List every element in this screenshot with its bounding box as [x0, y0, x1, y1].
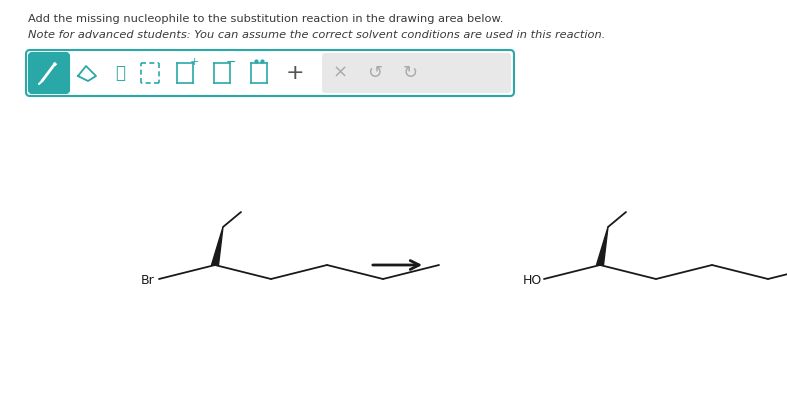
Text: ×: × — [332, 64, 348, 82]
FancyBboxPatch shape — [26, 50, 514, 96]
FancyBboxPatch shape — [322, 53, 511, 93]
Text: ✋: ✋ — [115, 64, 125, 82]
Text: −: − — [226, 55, 236, 68]
Text: Br: Br — [141, 274, 155, 288]
Text: +: + — [286, 63, 305, 83]
Polygon shape — [212, 227, 223, 265]
FancyBboxPatch shape — [29, 53, 69, 93]
Text: ↻: ↻ — [402, 64, 418, 82]
Text: HO: HO — [523, 274, 542, 288]
Text: ↺: ↺ — [368, 64, 382, 82]
Text: +: + — [190, 57, 198, 67]
Polygon shape — [597, 227, 608, 265]
Text: Add the missing nucleophile to the substitution reaction in the drawing area bel: Add the missing nucleophile to the subst… — [28, 14, 504, 24]
Text: Note for advanced students: You can assume the correct solvent conditions are us: Note for advanced students: You can assu… — [28, 30, 605, 40]
